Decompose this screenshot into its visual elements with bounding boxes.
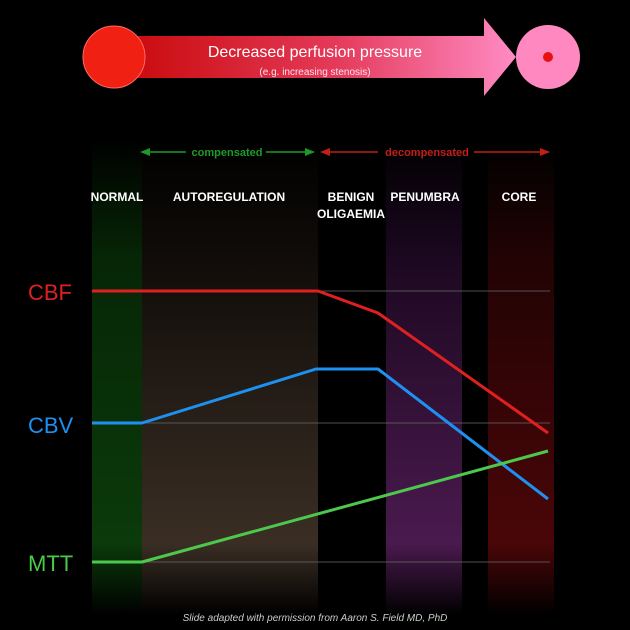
stage-label-autoregulation: AUTOREGULATION [173, 190, 285, 204]
stage-label-core: CORE [502, 190, 537, 204]
mtt-curve [92, 449, 549, 564]
band-penumbra [386, 140, 462, 615]
stage-label-normal: NORMAL [91, 190, 144, 204]
stage-label-penumbra: PENUMBRA [390, 190, 460, 204]
param-label-cbf: CBF [28, 280, 72, 305]
compensated-indicator: compensated [140, 147, 315, 159]
cbf-curve [92, 289, 549, 435]
header-title: Decreased perfusion pressure [208, 44, 422, 61]
compensated-label: compensated [192, 147, 263, 159]
stage-label-oligaemia: OLIGAEMIA [317, 207, 385, 221]
stage-label-benign: BENIGN [328, 190, 375, 204]
footer-credit: Slide adapted with permission from Aaron… [183, 613, 448, 624]
band-core [488, 140, 554, 615]
param-label-mtt: MTT [28, 551, 73, 576]
param-label-cbv: CBV [28, 413, 74, 438]
cbv-curve [92, 367, 549, 501]
decompensated-indicator: decompensated [320, 147, 550, 159]
perfusion-pressure-arrow [82, 18, 580, 96]
header-subtitle: (e.g. increasing stenosis) [259, 67, 370, 78]
start-circle-icon [82, 25, 146, 89]
decompensated-label: decompensated [385, 147, 469, 159]
band-normal [92, 140, 142, 615]
core-dot-icon [543, 52, 553, 62]
